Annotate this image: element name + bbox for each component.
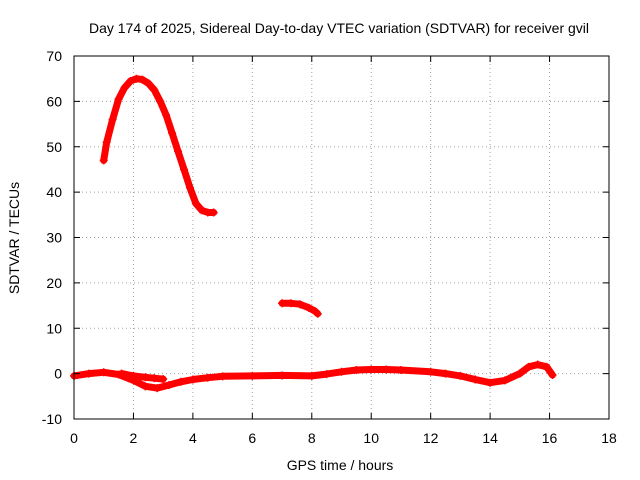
data-point	[515, 369, 524, 378]
data-point	[102, 138, 111, 147]
data-point	[185, 183, 194, 192]
data-point	[150, 374, 159, 383]
data-point	[352, 365, 361, 374]
x-tick-label: 4	[189, 430, 197, 446]
x-tick-label: 12	[423, 430, 439, 446]
data-point	[322, 370, 331, 379]
x-tick-label: 2	[130, 430, 138, 446]
data-point	[304, 303, 313, 312]
series-satellite-arc-B	[278, 299, 322, 318]
y-tick-label: 70	[46, 48, 62, 64]
data-point	[141, 373, 150, 382]
data-point	[126, 76, 135, 85]
data-point	[367, 365, 376, 374]
y-tick-label: 20	[46, 275, 62, 291]
data-point	[203, 373, 212, 382]
data-point	[382, 365, 391, 374]
data-point	[295, 300, 304, 309]
axis-ticks: 0 2 4 6 8 10 12 14 16 18 -10 0 10 20 30 40 50 60 70	[42, 48, 617, 446]
grid	[74, 56, 609, 419]
data-point	[84, 369, 93, 378]
data-point	[108, 115, 117, 124]
data-point	[138, 75, 147, 84]
data-point	[500, 376, 509, 385]
y-tick-label: 50	[46, 139, 62, 155]
series-near-zero-baseline	[70, 360, 557, 393]
x-tick-label: 14	[482, 430, 498, 446]
y-axis-label: SDTVAR / TECUs	[6, 182, 22, 294]
data-point	[218, 372, 227, 381]
data-point	[456, 371, 465, 380]
data-point	[177, 377, 185, 386]
data-point	[162, 110, 171, 119]
data-point	[159, 375, 168, 384]
y-tick-label: 60	[46, 93, 62, 109]
chart-title: Day 174 of 2025, Sidereal Day-to-day VTE…	[89, 20, 589, 36]
data-point	[99, 368, 108, 377]
x-tick-label: 8	[308, 430, 316, 446]
y-tick-label: 0	[54, 366, 62, 382]
series-near-zero-branch	[117, 369, 168, 384]
x-tick-label: 18	[601, 430, 617, 446]
data-point	[144, 79, 153, 88]
data-point	[548, 370, 557, 379]
data-point	[248, 371, 257, 380]
y-tick-label: -10	[42, 411, 62, 427]
data-points	[70, 74, 557, 393]
data-point	[99, 156, 108, 165]
data-point	[524, 362, 533, 371]
data-point	[286, 299, 295, 308]
data-point	[396, 365, 405, 374]
data-point	[188, 375, 197, 384]
y-tick-label: 30	[46, 230, 62, 246]
series-trace	[100, 75, 218, 216]
data-point	[174, 147, 183, 156]
data-point	[471, 375, 480, 384]
y-tick-label: 10	[46, 320, 62, 336]
x-tick-label: 6	[248, 430, 256, 446]
data-point	[533, 360, 542, 369]
data-point	[117, 369, 126, 378]
data-point	[278, 371, 287, 380]
y-tick-label: 40	[46, 184, 62, 200]
data-point	[150, 86, 159, 95]
data-point	[132, 74, 141, 83]
data-point	[179, 165, 188, 174]
x-axis-label: GPS time / hours	[287, 457, 394, 473]
data-point	[168, 129, 177, 138]
data-point	[486, 378, 495, 387]
data-point	[120, 83, 129, 92]
x-tick-label: 16	[542, 430, 558, 446]
data-point	[191, 199, 200, 208]
x-tick-label: 10	[363, 430, 379, 446]
data-point	[129, 371, 138, 380]
data-point	[197, 206, 206, 215]
data-point	[307, 371, 316, 380]
data-point	[426, 367, 435, 376]
data-point	[165, 380, 174, 389]
data-point	[278, 299, 287, 308]
data-point	[542, 362, 551, 371]
data-point	[209, 208, 218, 217]
data-point	[441, 369, 450, 378]
data-point	[141, 382, 150, 391]
data-point	[156, 97, 165, 106]
data-point	[153, 384, 162, 393]
data-point	[313, 309, 322, 318]
data-point	[337, 367, 346, 376]
series-satellite-arc-A	[99, 74, 218, 217]
data-point	[114, 95, 123, 104]
x-tick-label: 0	[70, 430, 78, 446]
